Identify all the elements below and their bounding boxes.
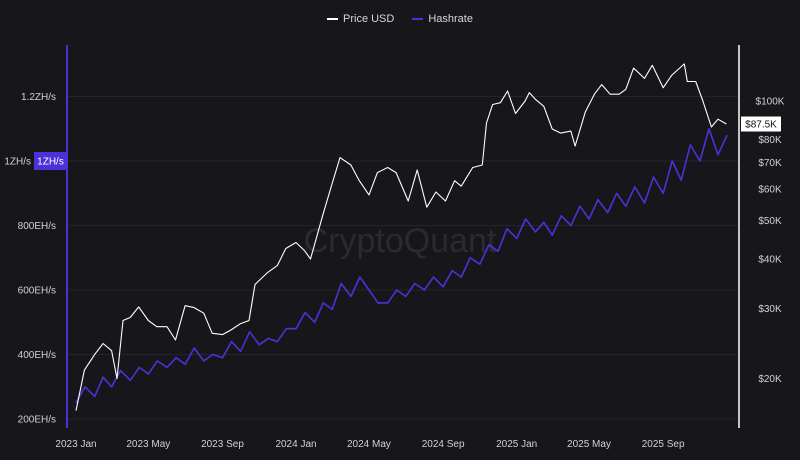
price-current-label: $87.5K [745, 120, 777, 131]
left-tick-label: 400EH/s [18, 350, 56, 361]
x-tick-label: 2025 Sep [642, 439, 685, 450]
x-tick-label: 2024 Sep [422, 439, 465, 450]
price-line [75, 63, 727, 411]
right-tick-label: $50K [758, 216, 782, 227]
legend-item-price[interactable]: Price USD [327, 13, 394, 25]
x-tick-label: 2025 Jan [496, 439, 537, 450]
legend-label: Hashrate [428, 13, 473, 25]
price-current-badge [741, 116, 781, 132]
right-tick-label: $40K [758, 254, 782, 265]
right-tick-label: $30K [758, 304, 782, 315]
hashrate-line [75, 128, 728, 404]
price-swatch [327, 18, 338, 21]
hashrate-current-badge [34, 152, 67, 170]
hashrate-swatch [412, 18, 424, 21]
x-tick-label: 2024 Jan [275, 439, 316, 450]
x-tick-label: 2023 Jan [55, 439, 96, 450]
x-tick-label: 2024 May [347, 439, 391, 450]
left-tick-label: 200EH/s [18, 415, 56, 426]
left-tick-label: 800EH/s [18, 221, 56, 232]
right-tick-label: $20K [758, 374, 782, 385]
right-tick-label: $100K [756, 97, 785, 108]
legend: Price USD Hashrate [0, 13, 800, 25]
legend-item-hashrate[interactable]: Hashrate [412, 13, 473, 25]
hashrate-current-label: 1ZH/s [37, 157, 64, 168]
left-tick-label: 1ZH/s [4, 157, 31, 168]
left-tick-label: 600EH/s [18, 286, 56, 297]
right-tick-label: $60K [758, 185, 782, 196]
left-tick-label: 1.2ZH/s [21, 92, 56, 103]
x-tick-label: 2025 May [567, 439, 611, 450]
right-tick-label: $70K [758, 158, 782, 169]
x-tick-label: 2023 Sep [201, 439, 244, 450]
watermark: CryptoQuant [304, 222, 497, 260]
x-tick-label: 2023 May [126, 439, 170, 450]
right-tick-label: $80K [758, 135, 782, 146]
legend-label: Price USD [343, 13, 395, 25]
